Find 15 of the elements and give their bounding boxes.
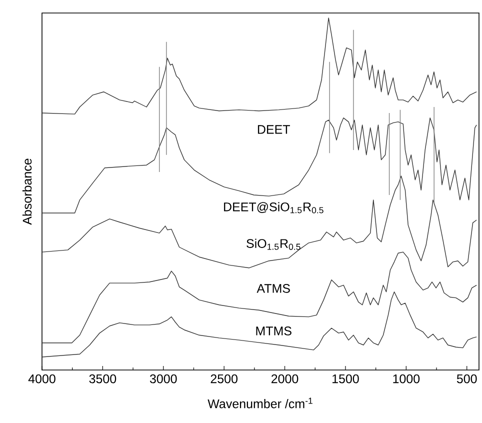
x-tick-label: 3000 <box>150 374 177 384</box>
x-axis-title: Wavenumber /cm$^{-1}$ <box>208 398 312 408</box>
series-label: SiO$_{1.5}$R$_{0.5}$ <box>246 238 300 250</box>
x-tick-label: 4000 <box>28 374 56 384</box>
x-tick-label: 500 <box>456 374 477 384</box>
y-axis-title: Absorbance <box>22 158 32 225</box>
series-label: MTMS <box>256 326 292 336</box>
series-label: DEET@SiO$_{1.5}$R$_{0.5}$ <box>224 202 324 214</box>
series-label: ATMS <box>256 284 290 293</box>
x-tick-label: 1500 <box>332 374 359 384</box>
x-tick-label: 2500 <box>210 374 238 384</box>
x-tick-label: 2000 <box>271 374 298 384</box>
series-label: DEET <box>258 125 290 134</box>
x-tick-label: 1000 <box>393 374 420 384</box>
x-tick-label: 3500 <box>89 374 116 384</box>
